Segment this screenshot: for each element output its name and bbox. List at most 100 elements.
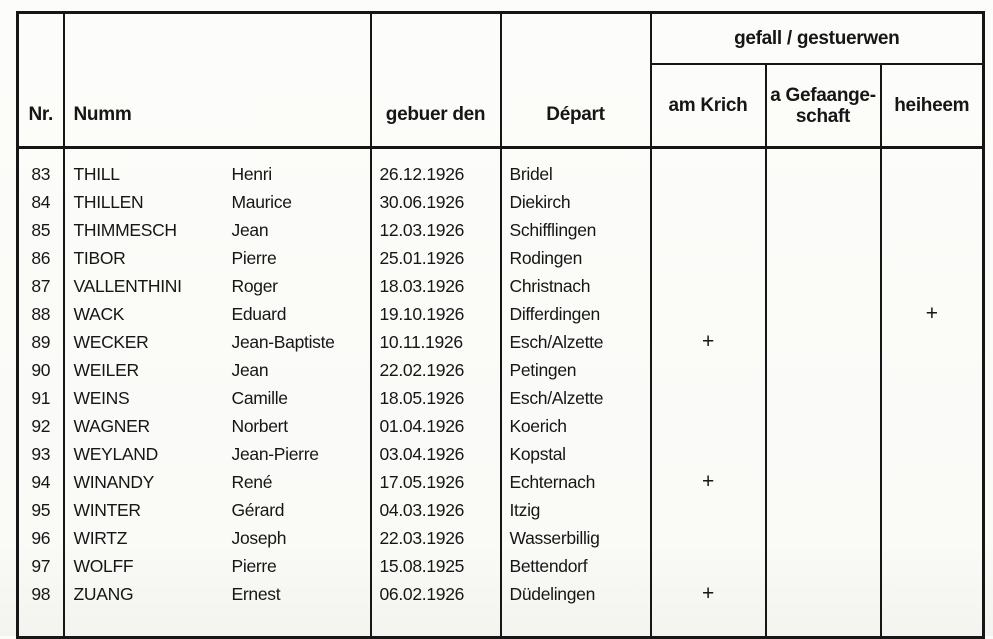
cell-name: ZUANG Ernest <box>62 580 371 608</box>
cell-firstname: Camille <box>231 388 289 408</box>
cell-name: WINTER Gérard <box>62 496 371 524</box>
cell-nr: 90 <box>31 360 51 380</box>
cell-name: THILL Henri <box>62 147 371 188</box>
table-row: 86 TIBOR Pierre 25.01.1926 Rodingen <box>18 244 984 272</box>
cell-heiheem-mark <box>879 580 984 608</box>
cell-depart: Wasserbillig <box>499 524 651 552</box>
cell-nr: 85 <box>31 220 51 240</box>
cell-born-date: 30.06.1926 <box>369 188 501 216</box>
cell-am-krich-mark <box>649 412 766 440</box>
cell-heiheem-mark <box>879 147 984 188</box>
cell-nr: 84 <box>31 192 51 212</box>
cell-born-date: 12.03.1926 <box>369 216 501 244</box>
cell-firstname: Pierre <box>231 248 277 268</box>
cell-nr: 89 <box>31 332 51 352</box>
cell-firstname: Jean <box>231 360 269 380</box>
cell-nr: 88 <box>31 304 51 324</box>
cell-surname: WAGNER <box>73 416 151 436</box>
cell-firstname: Eduard <box>231 304 287 324</box>
cell-firstname: Joseph <box>231 528 287 548</box>
cell-nr: 93 <box>31 444 51 464</box>
table-row: 85 THIMMESCH Jean 12.03.1926 Schifflingen <box>18 216 984 244</box>
cell-gefaangeschaft-mark <box>764 496 881 524</box>
cell-gefaangeschaft-mark <box>764 188 881 216</box>
cell-firstname: Gérard <box>231 500 285 520</box>
table-row: 91 WEINS Camille 18.05.1926 Esch/Alzette <box>18 384 984 412</box>
cell-born-date: 04.03.1926 <box>369 496 501 524</box>
cell-am-krich-mark <box>649 496 766 524</box>
cell-gefaangeschaft-mark <box>764 272 881 300</box>
cell-depart: Echternach <box>499 468 651 496</box>
cell-nr: 92 <box>31 416 51 436</box>
cell-born-date <box>369 608 501 638</box>
cell-depart: Differdingen <box>499 300 651 328</box>
cell-heiheem-mark: + <box>879 300 984 328</box>
table-row: 83 THILL Henri 26.12.1926 Bridel <box>18 147 984 188</box>
cell-born-date: 19.10.1926 <box>369 300 501 328</box>
cell-born-date: 22.03.1926 <box>369 524 501 552</box>
cell-am-krich-mark <box>649 384 766 412</box>
cell-nr: 87 <box>31 276 51 296</box>
cell-nr: 97 <box>31 556 51 576</box>
cell-born-date: 26.12.1926 <box>369 147 501 188</box>
cell-heiheem-mark <box>879 188 984 216</box>
cell-surname: VALLENTHINI <box>73 276 183 296</box>
cell-name: WIRTZ Joseph <box>62 524 371 552</box>
cell-name: WEINS Camille <box>62 384 371 412</box>
cell-depart: Koerich <box>499 412 651 440</box>
cell-surname: WACK <box>73 304 125 324</box>
cell-name: WEILER Jean <box>62 356 371 384</box>
cell-depart: Petingen <box>499 356 651 384</box>
cell-depart: Kopstal <box>499 440 651 468</box>
cell-am-krich-mark <box>649 188 766 216</box>
cell-nr <box>18 608 64 638</box>
cell-name: WAGNER Norbert <box>62 412 371 440</box>
cell-name: WEYLAND Jean-Pierre <box>62 440 371 468</box>
cell-heiheem-mark <box>879 440 984 468</box>
col-header-nr: Nr. <box>17 12 64 149</box>
cell-am-krich-mark <box>649 216 766 244</box>
cell-am-krich-mark <box>649 552 766 580</box>
cell-firstname: René <box>231 472 273 492</box>
cell-surname: WECKER <box>73 332 149 352</box>
cell-depart: Bettendorf <box>499 552 651 580</box>
cell-depart: Bridel <box>499 147 651 188</box>
table-row: 89 WECKER Jean-Baptiste 10.11.1926 Esch/A… <box>18 328 984 356</box>
cell-born-date: 10.11.1926 <box>369 328 501 356</box>
cell-surname: WEILER <box>73 360 140 380</box>
col-header-heiheem: heiheem <box>879 64 984 149</box>
cell-gefaangeschaft-mark <box>764 328 881 356</box>
cell-heiheem-mark <box>879 412 984 440</box>
col-header-gebuer-den: gebuer den <box>369 12 501 149</box>
table-row: 94 WINANDY René 17.05.1926 Echternach + <box>18 468 984 496</box>
cell-born-date: 18.03.1926 <box>369 272 501 300</box>
table-header: Nr. Numm gebuer den Départ gefall / gest… <box>17 12 984 149</box>
cell-am-krich-mark <box>649 300 766 328</box>
col-header-am-krich: am Krich <box>649 64 766 149</box>
cell-depart: Christnach <box>499 272 651 300</box>
cell-am-krich-mark: + <box>649 468 766 496</box>
col-header-depart: Départ <box>499 12 651 149</box>
cell-name: VALLENTHINI Roger <box>62 272 371 300</box>
cell-depart: Esch/Alzette <box>499 384 651 412</box>
table-row: 90 WEILER Jean 22.02.1926 Petingen <box>18 356 984 384</box>
roster-table: Nr. Numm gebuer den Départ gefall / gest… <box>16 11 985 639</box>
cell-surname: WEINS <box>73 388 130 408</box>
cell-heiheem-mark <box>879 244 984 272</box>
cell-depart <box>499 608 651 638</box>
gefaangeschaft-line2: schaft <box>795 105 851 127</box>
cell-gefaangeschaft-mark <box>764 580 881 608</box>
cell-surname: WINANDY <box>73 472 155 492</box>
cell-depart: Schifflingen <box>499 216 651 244</box>
cell-heiheem-mark <box>879 496 984 524</box>
cell-nr: 96 <box>31 528 51 548</box>
cell-name <box>62 608 371 638</box>
cell-am-krich-mark <box>649 440 766 468</box>
cell-firstname: Jean <box>231 220 269 240</box>
cell-gefaangeschaft-mark <box>764 468 881 496</box>
cell-name: WACK Eduard <box>62 300 371 328</box>
cell-am-krich-mark <box>649 272 766 300</box>
cell-gefaangeschaft-mark <box>764 244 881 272</box>
cell-am-krich-mark: + <box>649 328 766 356</box>
cell-heiheem-mark <box>879 552 984 580</box>
